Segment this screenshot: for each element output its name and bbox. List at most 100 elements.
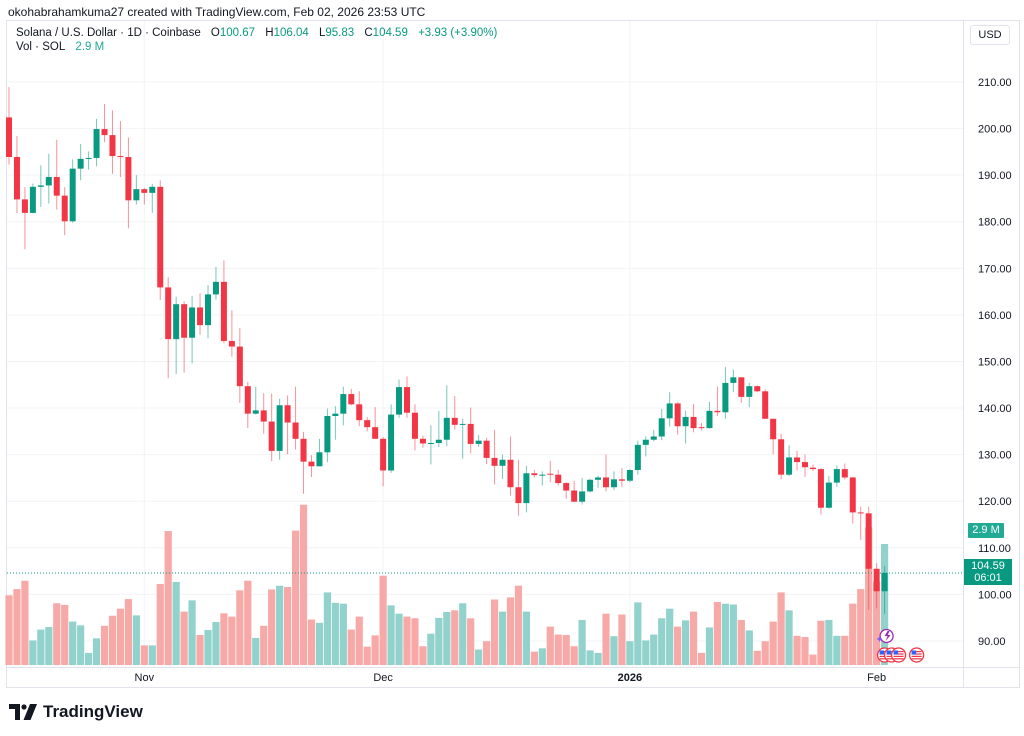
candle[interactable] (555, 470, 562, 486)
candle[interactable] (181, 301, 188, 373)
currency-selector[interactable]: USD (970, 25, 1010, 45)
candle[interactable] (483, 437, 490, 464)
candle[interactable] (396, 379, 403, 418)
candle[interactable] (618, 468, 625, 487)
candle[interactable] (435, 410, 442, 448)
candle[interactable] (786, 445, 793, 477)
us-flag-event-icon[interactable] (908, 647, 925, 663)
candle[interactable] (189, 295, 196, 364)
candle[interactable] (587, 478, 594, 493)
candle[interactable] (37, 165, 44, 207)
candle[interactable] (300, 431, 307, 494)
tradingview-logo[interactable]: TradingView (9, 702, 143, 722)
candle[interactable] (388, 404, 395, 473)
candle[interactable] (674, 402, 681, 435)
candle[interactable] (356, 391, 363, 427)
candle[interactable] (515, 459, 522, 516)
candle[interactable] (563, 482, 570, 499)
candle[interactable] (149, 184, 156, 213)
candle[interactable] (603, 454, 609, 492)
candle[interactable] (236, 327, 243, 403)
candle[interactable] (881, 566, 888, 614)
candle[interactable] (69, 159, 76, 223)
candle[interactable] (794, 450, 801, 471)
candle[interactable] (857, 506, 864, 540)
candle[interactable] (451, 395, 458, 430)
candle[interactable] (268, 393, 275, 462)
candle[interactable] (825, 476, 832, 509)
candle[interactable] (228, 310, 235, 357)
candle[interactable] (547, 460, 554, 483)
candle[interactable] (658, 408, 665, 441)
candle[interactable] (817, 468, 824, 515)
candle[interactable] (109, 110, 116, 174)
candle[interactable] (642, 436, 649, 457)
candle[interactable] (117, 121, 124, 178)
candle[interactable] (849, 476, 856, 524)
candle[interactable] (316, 438, 323, 467)
candle[interactable] (706, 402, 713, 429)
candle[interactable] (754, 385, 761, 393)
candle[interactable] (738, 377, 745, 403)
candle[interactable] (6, 87, 12, 165)
candle[interactable] (571, 480, 578, 503)
candle[interactable] (722, 367, 729, 419)
symbol-title[interactable]: Solana / U.S. Dollar · 1D · Coinbase (16, 27, 201, 39)
candle[interactable] (610, 471, 617, 491)
candle[interactable] (746, 382, 753, 408)
candle[interactable] (650, 429, 657, 442)
candle[interactable] (841, 463, 848, 480)
candle[interactable] (778, 433, 785, 480)
candle[interactable] (276, 398, 283, 460)
candle[interactable] (443, 385, 450, 447)
candle[interactable] (380, 436, 387, 487)
candle[interactable] (499, 454, 506, 479)
candle[interactable] (404, 376, 410, 418)
candle[interactable] (475, 435, 482, 447)
candle[interactable] (348, 388, 355, 406)
candle[interactable] (332, 406, 339, 440)
candle[interactable] (730, 369, 737, 393)
candle[interactable] (165, 277, 172, 379)
candle[interactable] (865, 506, 872, 610)
candle[interactable] (427, 425, 434, 465)
candle[interactable] (459, 418, 466, 459)
candle[interactable] (252, 386, 259, 415)
candle[interactable] (372, 407, 379, 439)
candle[interactable] (308, 455, 315, 477)
candle[interactable] (53, 139, 60, 210)
candle[interactable] (157, 180, 164, 300)
candle[interactable] (141, 187, 148, 205)
candle[interactable] (324, 408, 331, 463)
candle[interactable] (292, 386, 299, 450)
candle[interactable] (173, 296, 180, 375)
candle[interactable] (197, 293, 204, 335)
candle[interactable] (13, 136, 20, 213)
candle[interactable] (531, 470, 538, 478)
candle[interactable] (411, 404, 418, 451)
candle[interactable] (539, 471, 546, 486)
candle[interactable] (579, 477, 586, 505)
lightning-event-icon[interactable] (876, 628, 894, 644)
candle[interactable] (626, 469, 633, 483)
candle[interactable] (762, 389, 769, 419)
candle[interactable] (125, 137, 132, 229)
candle[interactable] (244, 381, 251, 429)
candle[interactable] (77, 143, 84, 181)
candle[interactable] (260, 393, 267, 434)
candle[interactable] (833, 465, 840, 487)
candle[interactable] (714, 386, 721, 416)
candle[interactable] (364, 416, 371, 432)
us-flag-event-icon[interactable] (890, 647, 907, 663)
candle[interactable] (45, 153, 52, 204)
candle[interactable] (595, 475, 602, 488)
candle[interactable] (770, 418, 777, 455)
candle[interactable] (85, 151, 92, 170)
candle[interactable] (491, 429, 498, 485)
candle[interactable] (507, 436, 514, 496)
candle[interactable] (340, 386, 347, 426)
candle[interactable] (682, 410, 689, 444)
candle[interactable] (101, 103, 108, 143)
candle[interactable] (133, 175, 140, 205)
